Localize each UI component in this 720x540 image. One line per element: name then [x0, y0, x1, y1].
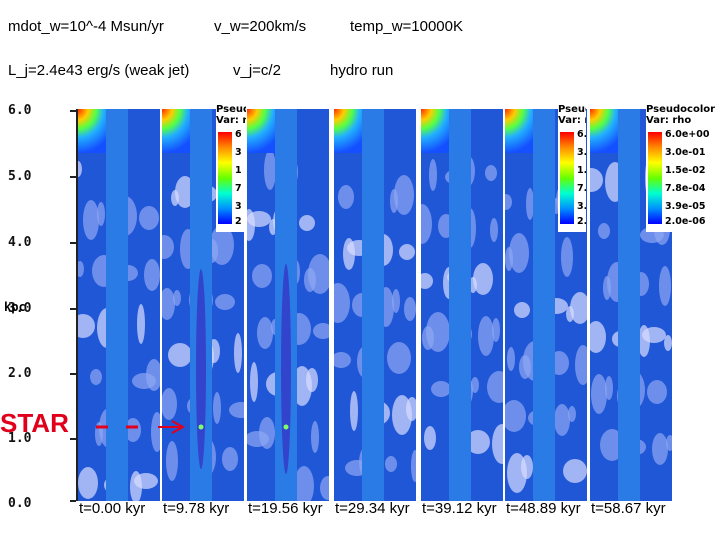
- color-bar: [218, 132, 232, 224]
- y-tick-6: 6.0: [8, 103, 32, 118]
- legend-partial-2: Pseudo Var: rh 6. 3. 1. 7. 3. 2.: [558, 104, 586, 232]
- color-bar: [648, 132, 662, 224]
- density-panel: [421, 109, 503, 501]
- y-tick-4: 4.0: [8, 235, 32, 250]
- legend-level: 6.: [577, 129, 586, 140]
- legend-level: 3.9e-05: [665, 201, 706, 212]
- legend-level: 7.: [577, 183, 586, 194]
- y-axis-line: [76, 109, 78, 501]
- legend-level: 3.0e-01: [665, 147, 706, 158]
- y-tick-mark: [70, 438, 76, 440]
- y-tick-3: 3.0: [8, 301, 32, 316]
- legend-level: 7: [235, 183, 242, 194]
- legend-title: Pseudo: [558, 104, 586, 115]
- legend-level: 7.8e-04: [665, 183, 706, 194]
- y-tick-mark: [70, 110, 76, 112]
- legend-level: 6.0e+00: [665, 129, 710, 140]
- density-map: [334, 109, 416, 501]
- legend-level: 3.: [577, 201, 586, 212]
- header-temp: temp_w=10000K: [350, 18, 463, 35]
- y-tick-mark: [70, 242, 76, 244]
- legend-level: 3: [235, 201, 242, 212]
- density-map: [78, 109, 160, 501]
- time-label: t=29.34 kyr: [335, 500, 410, 517]
- header-run: hydro run: [330, 62, 394, 79]
- legend-level: 6: [235, 129, 242, 140]
- header-vw: v_w=200km/s: [214, 18, 307, 35]
- header-vj: v_j=c/2: [233, 62, 281, 79]
- y-tick-mark: [70, 308, 76, 310]
- y-tick-2: 2.0: [8, 366, 32, 381]
- time-label: t=58.67 kyr: [591, 500, 666, 517]
- time-label: t=9.78 kyr: [163, 500, 230, 517]
- legend-level: 3: [235, 147, 242, 158]
- y-tick-mark: [70, 500, 76, 502]
- y-tick-0: 0.0: [8, 496, 32, 511]
- legend-level: 2.0e-06: [665, 216, 706, 227]
- star-label: STAR: [0, 408, 69, 438]
- density-panel: [78, 109, 160, 501]
- legend-title: Pseudocolor: [646, 104, 716, 115]
- time-label: t=39.12 kyr: [422, 500, 497, 517]
- density-panel: [247, 109, 329, 501]
- time-label: t=0.00 kyr: [79, 500, 146, 517]
- legend-var: Var: rh: [558, 115, 586, 126]
- density-panel: [334, 109, 416, 501]
- y-tick-mark: [70, 176, 76, 178]
- density-map: [162, 109, 244, 501]
- legend-var: Var: r: [216, 115, 246, 126]
- legend-partial-1: Pseudo Var: r 6 3 1 7 3 2: [216, 104, 246, 232]
- legend-full: Pseudocolor Var: rho 6.0e+00 3.0e-01 1.5…: [646, 104, 720, 232]
- y-axis-unit: kpc: [4, 300, 26, 314]
- legend-level: 3.: [577, 147, 586, 158]
- legend-level: 2.: [577, 216, 586, 227]
- legend-level: 2: [235, 216, 242, 227]
- color-bar: [560, 132, 574, 224]
- time-label: t=48.89 kyr: [506, 500, 581, 517]
- star-arrow: [96, 420, 186, 434]
- legend-var: Var: rho: [646, 115, 692, 126]
- legend-level: 1: [235, 165, 242, 176]
- density-panel: [162, 109, 244, 501]
- header-mdot: mdot_w=10^-4 Msun/yr: [8, 18, 164, 35]
- density-map: [421, 109, 503, 501]
- legend-title: Pseudo: [216, 104, 246, 115]
- legend-level: 1.: [577, 165, 586, 176]
- y-tick-1: 1.0: [8, 431, 32, 446]
- time-label: t=19.56 kyr: [248, 500, 323, 517]
- y-tick-mark: [70, 373, 76, 375]
- y-tick-5: 5.0: [8, 169, 32, 184]
- header-lj: L_j=2.4e43 erg/s (weak jet): [8, 62, 190, 79]
- legend-level: 1.5e-02: [665, 165, 706, 176]
- density-map: [247, 109, 329, 501]
